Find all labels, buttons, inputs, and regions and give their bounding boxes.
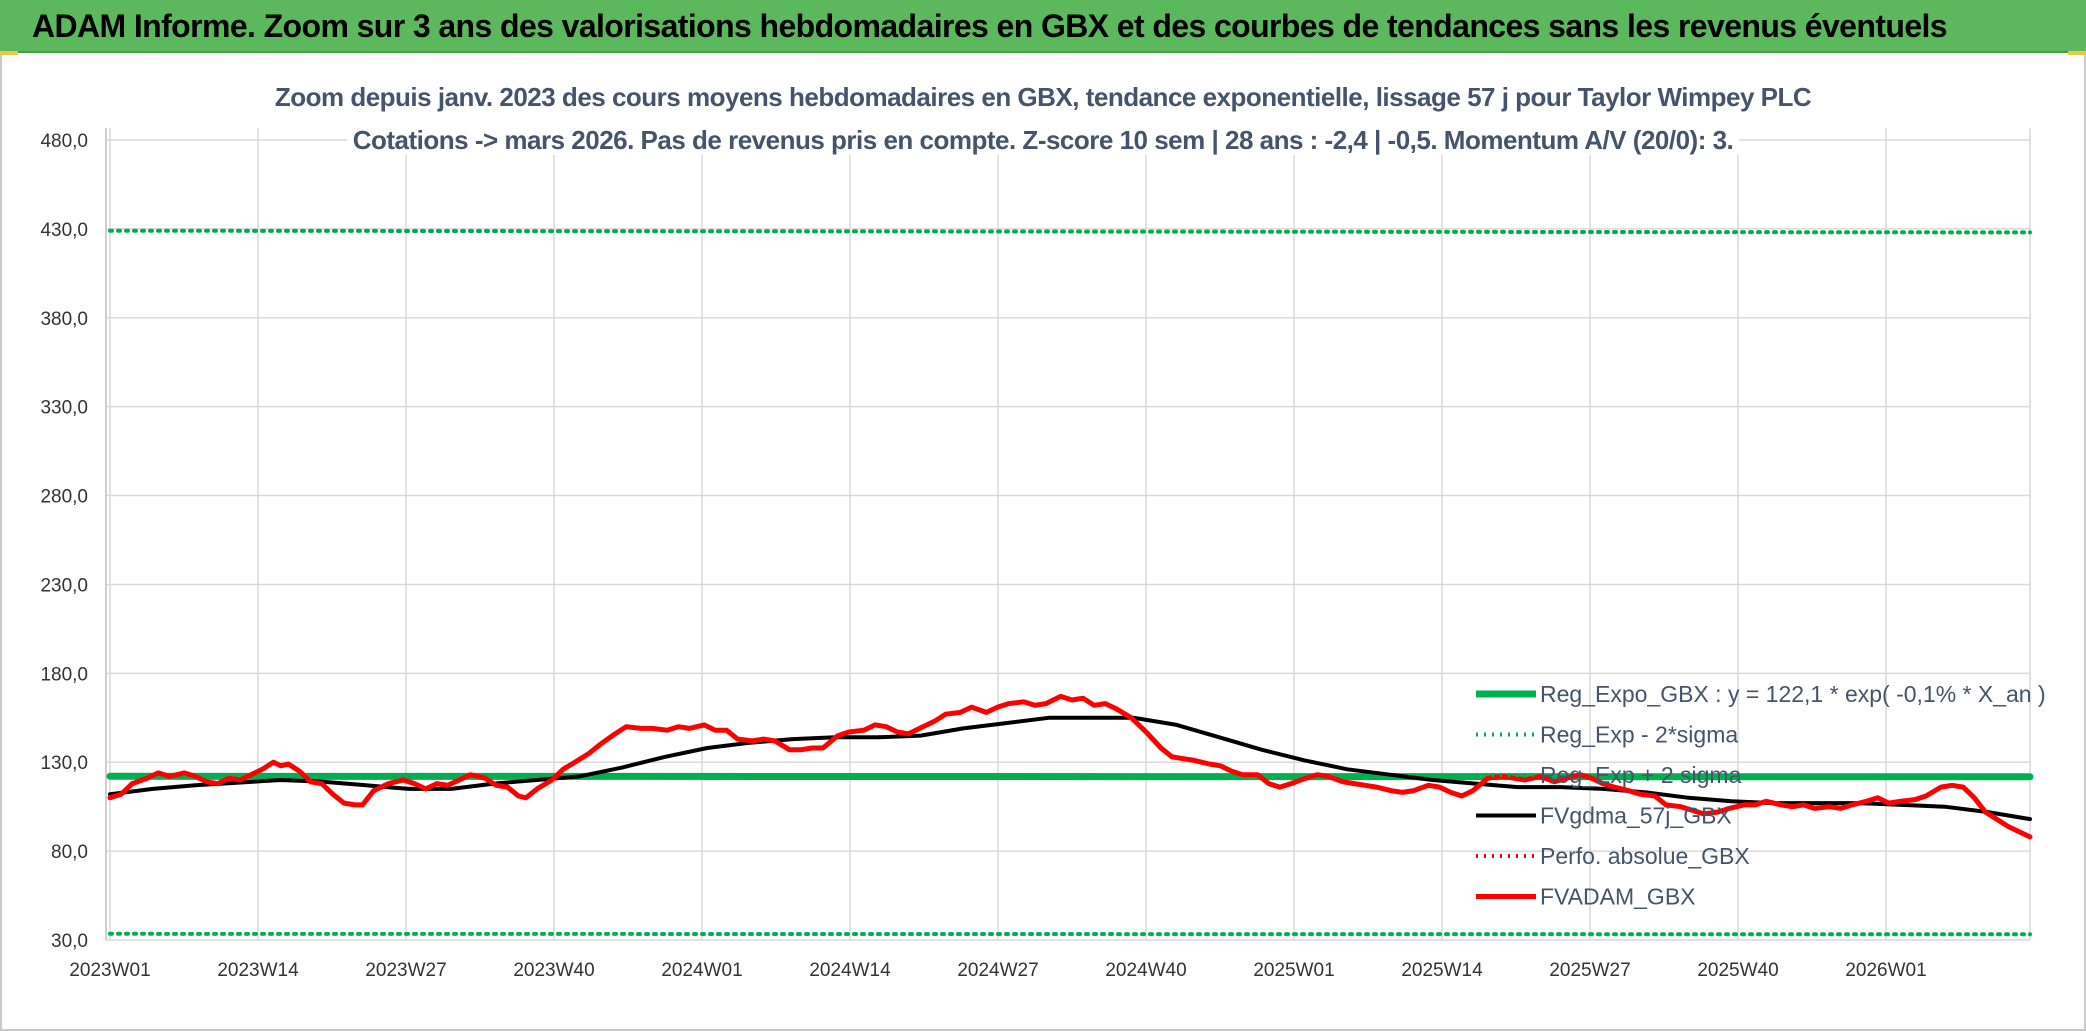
y-axis-ticks: 30,0 80,0 130,0 180,0 230,0 280,0 330,0 380,0 43… [40, 131, 88, 952]
legend-label-0: Reg_Expo_GBX : y = 122,1 * exp( -0,1% * … [1540, 681, 2046, 707]
header-corner-left [0, 51, 18, 55]
legend-label-2: Reg_Exp + 2 sigma [1540, 762, 1742, 788]
x-tick-label: 2026W01 [1845, 960, 1926, 981]
y-tick-label: 180,0 [40, 664, 88, 685]
legend-label-4: Perfo. absolue_GBX [1540, 843, 1750, 869]
x-tick-label: 2025W27 [1549, 960, 1630, 981]
x-tick-label: 2023W14 [217, 960, 299, 981]
y-tick-label: 280,0 [40, 487, 88, 508]
chart-legend: Reg_Expo_GBX : y = 122,1 * exp( -0,1% * … [1476, 681, 2046, 910]
series-line-0 [106, 772, 2034, 781]
x-tick-label: 2023W40 [513, 960, 594, 981]
x-tick-label: 2024W27 [957, 960, 1038, 981]
y-tick-label: 130,0 [40, 753, 88, 774]
series-line-2 [108, 228, 2032, 235]
legend-label-3: FVgdma_57j_GBX [1540, 803, 1732, 829]
series-line-1 [108, 931, 2032, 937]
x-tick-label: 2025W01 [1253, 960, 1334, 981]
x-tick-label: 2025W40 [1697, 960, 1778, 981]
x-tick-label: 2023W01 [69, 960, 150, 981]
series-line-5 [107, 693, 2033, 840]
x-tick-label: 2023W27 [365, 960, 446, 981]
y-tick-label: 230,0 [40, 575, 88, 596]
y-tick-label: 480,0 [40, 131, 88, 152]
header-bar: ADAM Informe. Zoom sur 3 ans des valoris… [0, 0, 2086, 53]
chart-title: Zoom depuis janv. 2023 des cours moyens … [0, 82, 2086, 113]
page-title: ADAM Informe. Zoom sur 3 ans des valoris… [32, 8, 1948, 44]
chart-subtitle: Cotations -> mars 2026. Pas de revenus p… [0, 125, 2086, 156]
y-tick-label: 330,0 [40, 398, 88, 419]
y-tick-label: 430,0 [40, 220, 88, 241]
x-tick-label: 2024W01 [661, 960, 742, 981]
y-tick-label: 380,0 [40, 309, 88, 330]
x-axis-ticks: 2023W01 2023W14 2023W27 2023W40 2024W01 2024W… [69, 960, 1926, 981]
x-tick-label: 2025W14 [1401, 960, 1483, 981]
x-tick-label: 2024W14 [809, 960, 891, 981]
legend-label-5: FVADAM_GBX [1540, 884, 1696, 910]
y-tick-label: 80,0 [51, 842, 88, 863]
x-tick-label: 2024W40 [1105, 960, 1186, 981]
series-line-3 [108, 715, 2032, 822]
header-corner-right [2068, 51, 2086, 55]
chart-series [106, 228, 2034, 937]
y-tick-label: 30,0 [51, 931, 88, 952]
legend-label-1: Reg_Exp - 2*sigma [1540, 722, 1738, 748]
